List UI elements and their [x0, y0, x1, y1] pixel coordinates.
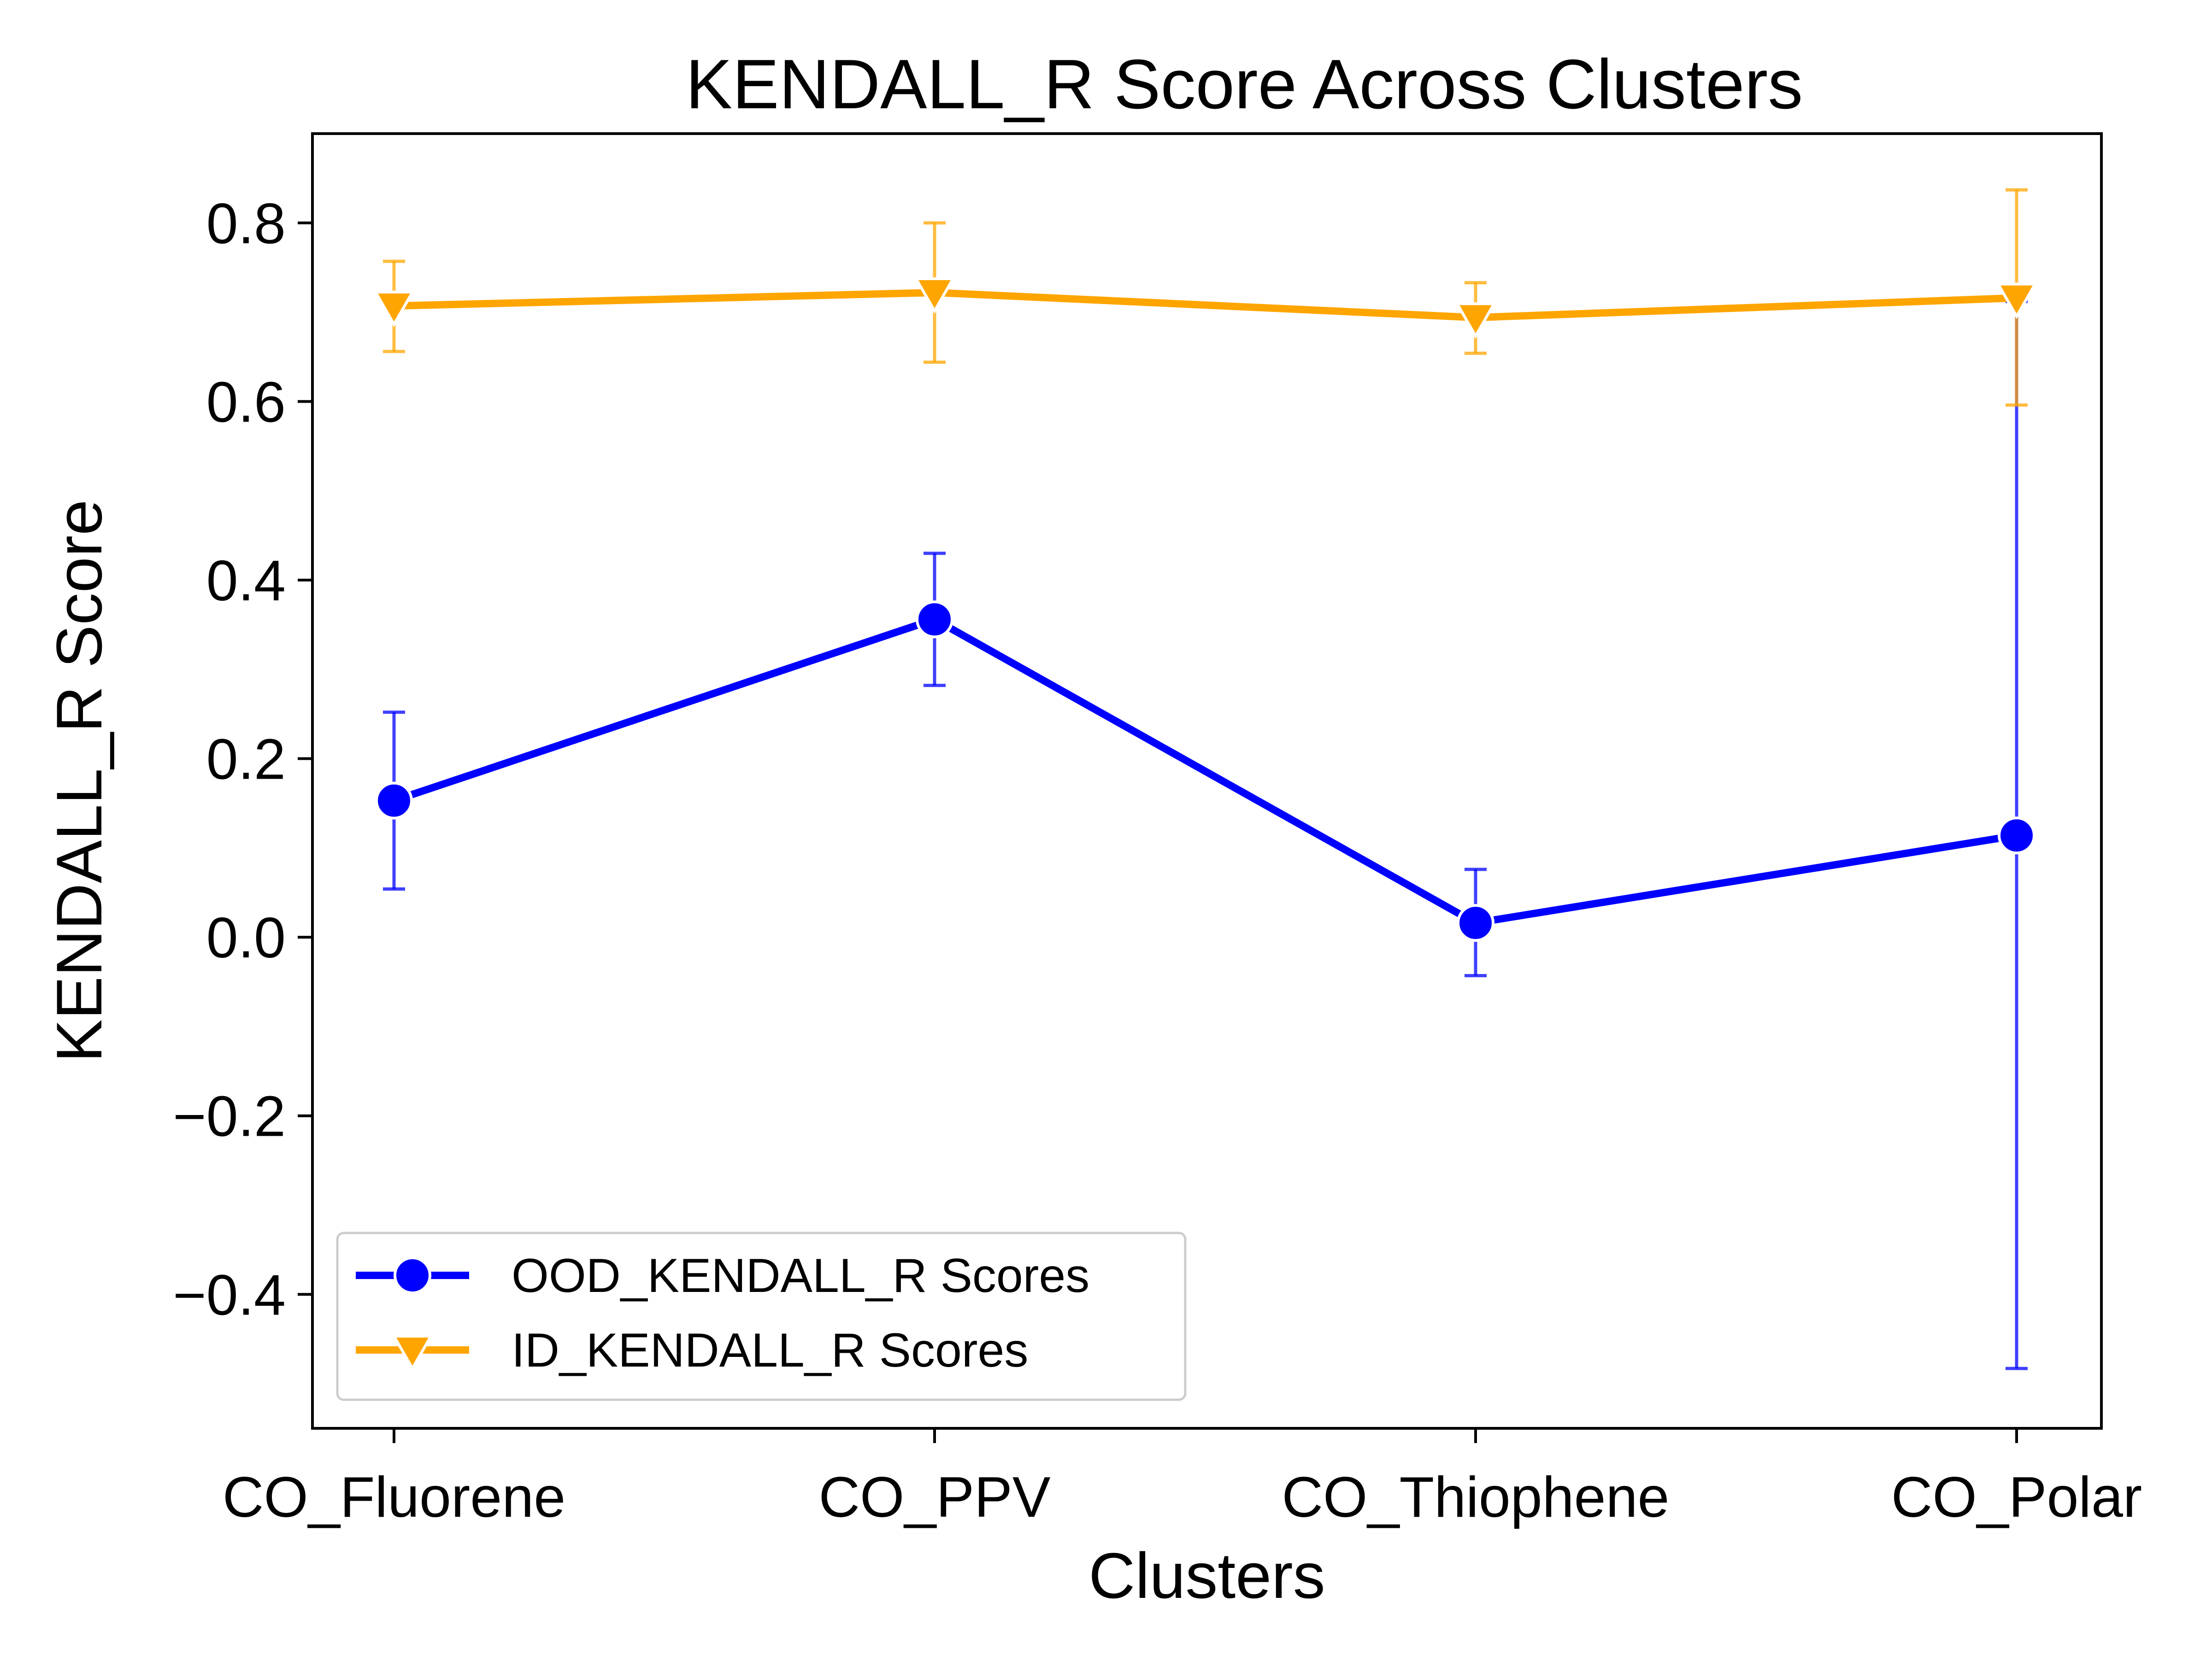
- legend-marker: [394, 1256, 431, 1294]
- data-point: [916, 600, 953, 639]
- y-tick-label: 0.0: [206, 906, 286, 970]
- y-tick-label: 0.6: [206, 370, 286, 434]
- series-line: [394, 288, 2017, 322]
- y-tick-label: 0.4: [206, 549, 286, 613]
- legend-box: [336, 1232, 1187, 1401]
- data-point: [375, 781, 413, 820]
- series-id: [373, 188, 2038, 407]
- legend-label: OOD_KENDALL_R Scores: [512, 1249, 1089, 1303]
- y-tick-label: 0.2: [206, 728, 286, 792]
- y-tick-label: 0.8: [206, 192, 286, 256]
- plot-area: [373, 188, 2038, 1370]
- data-point: [373, 291, 415, 328]
- data-point: [1995, 282, 2038, 319]
- plot-frame: [311, 132, 2103, 1430]
- chart-title: KENDALL_R Score Across Clusters: [686, 45, 1803, 123]
- legend-label: ID_KENDALL_R Scores: [512, 1324, 1028, 1377]
- data-point: [1457, 904, 1494, 942]
- y-tick-label: −0.4: [173, 1263, 286, 1327]
- y-tick-label: −0.2: [173, 1085, 286, 1149]
- y-axis-label: KENDALL_R Score: [43, 499, 115, 1062]
- series-line: [393, 616, 2018, 927]
- legend-marker: [391, 1335, 434, 1372]
- series-ood: [375, 299, 2036, 1370]
- legend: OOD_KENDALL_R Scores ID_KENDALL_R Scores: [336, 1232, 1187, 1401]
- x-tick-label: CO_Thiophene: [1282, 1466, 1670, 1529]
- x-tick-label: CO_PPV: [818, 1466, 1050, 1529]
- x-tick-label: CO_Polar: [1891, 1466, 2142, 1529]
- data-point: [1454, 302, 1497, 339]
- data-point: [1998, 816, 2036, 855]
- x-axis-label: Clusters: [1088, 1539, 1325, 1612]
- data-point: [913, 277, 956, 314]
- x-tick-label: CO_Fluorene: [223, 1466, 565, 1529]
- y-axis: −0.4 −0.2 0.0 0.2 0.4 0.6 0.8: [173, 192, 312, 1327]
- x-axis: CO_Fluorene CO_PPV CO_Thiophene CO_Polar: [223, 1428, 2142, 1529]
